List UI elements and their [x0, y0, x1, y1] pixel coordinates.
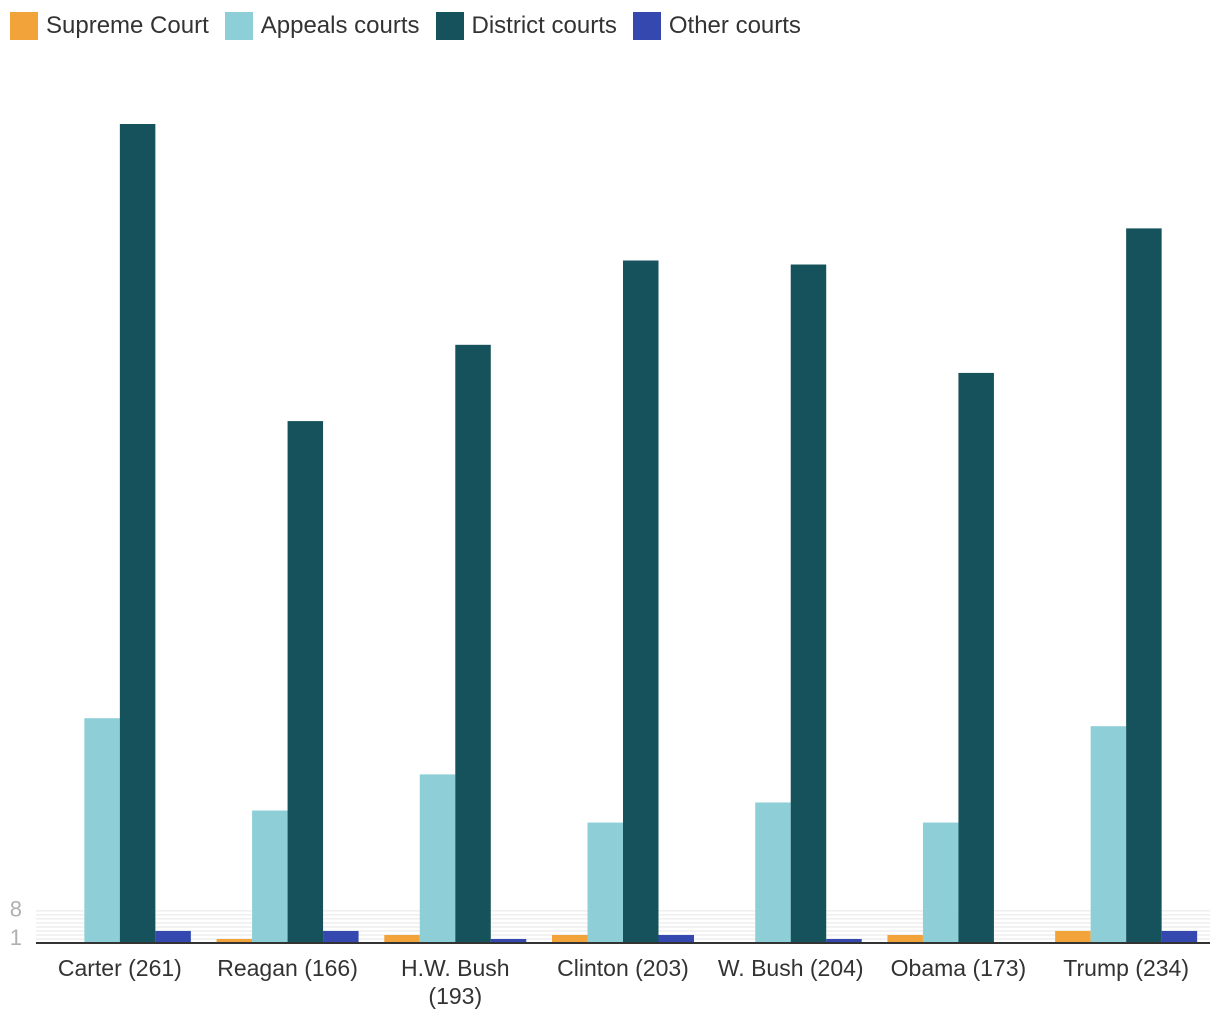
x-tick-label: H.W. Bush (193): [401, 955, 510, 1009]
bar-district-courts: [623, 260, 659, 943]
bar-other-courts: [826, 938, 862, 943]
bar-district-courts: [790, 264, 827, 943]
bar-appeals-courts: [84, 718, 120, 943]
y-tick-label: 8: [10, 897, 22, 922]
bar-district-courts: [1126, 228, 1162, 944]
legend-swatch-other-courts: [632, 12, 661, 40]
bar-appeals-courts: [419, 774, 456, 943]
bar-appeals-courts: [922, 822, 959, 943]
bar-other-courts: [658, 934, 694, 943]
bar-appeals-courts: [587, 822, 623, 943]
legend-item-district-courts[interactable]: District courts: [435, 12, 617, 40]
bar-supreme-court: [887, 934, 923, 943]
bar-appeals-courts: [252, 810, 288, 943]
bar-appeals-courts: [755, 802, 791, 943]
bar-supreme-court: [384, 934, 420, 943]
legend-label-supreme-court: Supreme Court: [46, 12, 209, 39]
x-tick-label: Carter (261): [58, 955, 182, 981]
bar-district-courts: [119, 124, 156, 943]
bar-other-courts: [155, 930, 191, 943]
bar-district-courts: [287, 421, 324, 943]
bar-district-courts: [455, 344, 491, 943]
legend-label-other-courts: Other courts: [668, 12, 801, 39]
legend-item-other-courts[interactable]: Other courts: [632, 12, 801, 40]
legend-swatch-supreme-court: [10, 12, 38, 40]
legend-label-appeals-courts: Appeals courts: [260, 12, 420, 39]
legend-swatch-appeals-courts: [224, 12, 253, 40]
chart-legend: Supreme Court Appeals courts District co…: [10, 10, 801, 42]
bar-supreme-court: [1055, 930, 1091, 943]
x-tick-label: Reagan (166): [217, 955, 358, 981]
x-tick-label: Trump (234): [1063, 955, 1189, 981]
bar-other-courts: [490, 938, 527, 943]
x-tick-label: W. Bush (204): [718, 955, 864, 981]
y-tick-label: 1: [10, 925, 22, 950]
legend-label-district-courts: District courts: [471, 12, 617, 39]
bar-other-courts: [1161, 930, 1198, 943]
bar-supreme-court: [216, 938, 253, 943]
x-tick-label: Clinton (203): [557, 955, 689, 981]
x-tick-label: Obama (173): [891, 955, 1027, 981]
legend-item-supreme-court[interactable]: Supreme Court: [10, 12, 209, 40]
legend-item-appeals-courts[interactable]: Appeals courts: [224, 12, 420, 40]
bar-other-courts: [323, 930, 359, 943]
bar-supreme-court: [552, 934, 588, 943]
bar-appeals-courts: [1090, 726, 1127, 943]
bar-district-courts: [958, 372, 994, 944]
legend-swatch-district-courts: [435, 12, 464, 40]
